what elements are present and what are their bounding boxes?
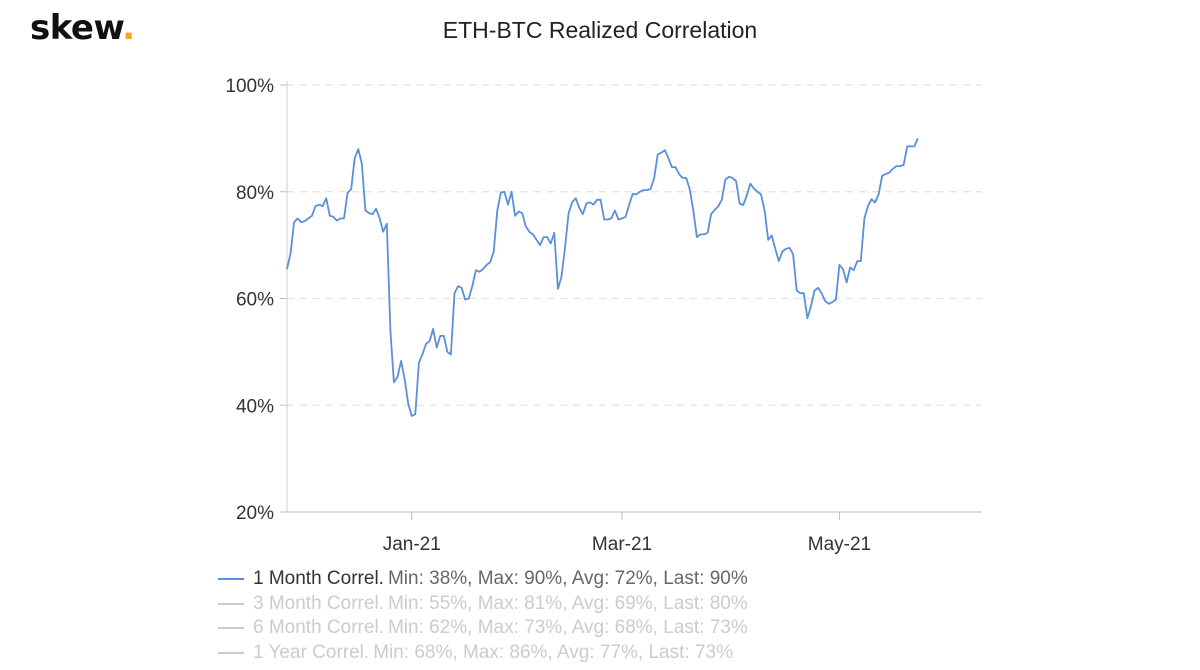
y-axis-ticks: 20% 40% 60% 80% 100% bbox=[225, 76, 287, 524]
y-tick-label: 100% bbox=[225, 76, 274, 97]
chart-title: ETH-BTC Realized Correlation bbox=[442, 17, 758, 43]
axes bbox=[286, 81, 982, 513]
logo-text: skew bbox=[30, 8, 123, 48]
legend-series-stats: Min: 62%, Max: 73%, Avg: 68%, Last: 73% bbox=[387, 617, 748, 639]
logo-dot: . bbox=[122, 8, 135, 48]
legend-series-stats: Min: 38%, Max: 90%, Avg: 72%, Last: 90% bbox=[387, 568, 748, 590]
legend-item[interactable]: 1 Year Correl. Min: 68%, Max: 86%, Avg: 7… bbox=[218, 641, 748, 666]
x-tick-label: May-21 bbox=[808, 534, 871, 555]
legend-series-stats: Min: 55%, Max: 81%, Avg: 69%, Last: 80% bbox=[387, 592, 748, 614]
legend-swatch bbox=[218, 602, 244, 605]
legend-series-name: 1 Month Correl. bbox=[253, 568, 384, 590]
y-tick-label: 60% bbox=[236, 290, 274, 311]
x-tick-label: Mar-21 bbox=[592, 534, 652, 555]
legend-series-name: 1 Year Correl. bbox=[253, 641, 370, 663]
x-tick-label: Jan-21 bbox=[383, 534, 441, 555]
legend-swatch bbox=[218, 651, 244, 654]
legend-swatch bbox=[218, 578, 244, 581]
series-group bbox=[286, 138, 919, 417]
y-tick-label: 80% bbox=[236, 183, 274, 204]
legend-series-name: 3 Month Correl. bbox=[253, 592, 384, 614]
legend-item[interactable]: 3 Month Correl. Min: 55%, Max: 81%, Avg: … bbox=[218, 592, 748, 617]
legend: 1 Month Correl. Min: 38%, Max: 90%, Avg: … bbox=[218, 567, 748, 665]
x-axis-ticks: Jan-21 Mar-21 May-21 bbox=[383, 512, 871, 555]
gridlines bbox=[287, 84, 982, 406]
chart-svg: 20% 40% 60% 80% 100% Jan-21 Mar-21 May-21 bbox=[225, 76, 982, 555]
legend-item[interactable]: 1 Month Correl. Min: 38%, Max: 90%, Avg: … bbox=[218, 567, 748, 592]
y-tick-label: 20% bbox=[236, 503, 274, 524]
y-tick-label: 40% bbox=[236, 396, 274, 417]
legend-series-stats: Min: 68%, Max: 86%, Avg: 77%, Last: 73% bbox=[373, 641, 733, 663]
skew-logo: skew. bbox=[30, 8, 135, 48]
legend-series-name: 6 Month Correl. bbox=[253, 617, 384, 639]
series-line-1-month bbox=[286, 138, 919, 417]
legend-item[interactable]: 6 Month Correl. Min: 62%, Max: 73%, Avg: … bbox=[218, 616, 748, 641]
legend-swatch bbox=[218, 627, 244, 630]
